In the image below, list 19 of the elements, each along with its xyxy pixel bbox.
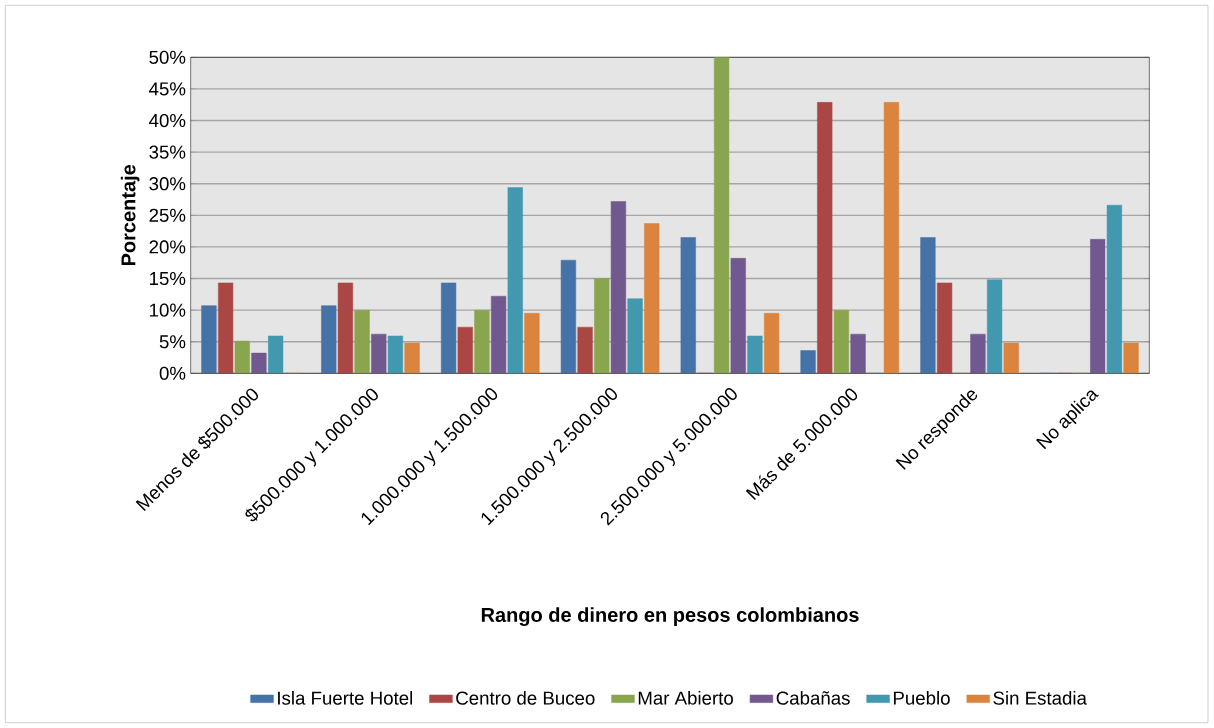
y-tick-label: 50% — [149, 50, 186, 64]
y-tick-label: 40% — [149, 113, 186, 128]
y-tick-label: 5% — [159, 335, 186, 349]
y-tick-label: 25% — [149, 208, 186, 222]
legend-label: Cabañas — [776, 691, 850, 705]
y-tick-label: 20% — [149, 240, 186, 254]
legend-label: Sin Estadia — [993, 691, 1087, 705]
y-tick-label: 0% — [159, 366, 186, 380]
y-tick-label: 45% — [149, 82, 186, 96]
legend-label: Centro de Buceo — [456, 691, 595, 705]
y-tick-label: 15% — [150, 271, 186, 286]
y-axis-title: Porcentaje — [120, 164, 140, 266]
x-axis-title: Rango de dinero en pesos colombianos — [481, 607, 859, 627]
legend-label: Isla Fuerte Hotel — [278, 691, 413, 705]
legend-label: Pueblo — [893, 691, 950, 705]
y-tick-label: 10% — [150, 303, 186, 317]
y-tick-label: 30% — [149, 177, 186, 191]
y-tick-label: 35% — [149, 145, 186, 159]
legend-label: Mar Abierto — [638, 691, 733, 705]
